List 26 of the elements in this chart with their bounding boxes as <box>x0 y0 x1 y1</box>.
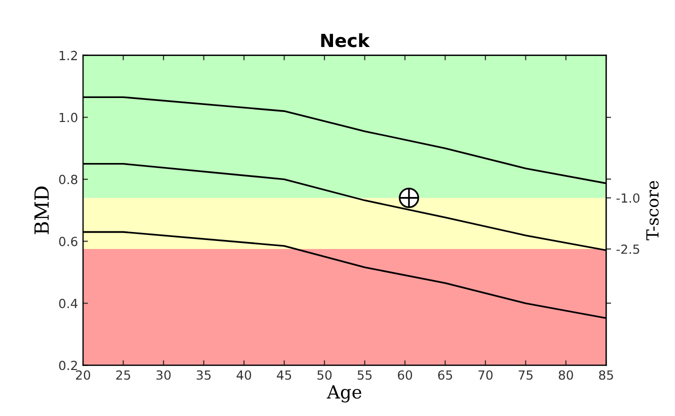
x-tick-label: 60 <box>398 370 412 380</box>
y-tick-label: 0.8 <box>59 174 78 184</box>
x-tick-label: 20 <box>76 370 90 380</box>
y2-axis-title: T-score <box>646 180 659 240</box>
x-tick-label: 75 <box>518 370 533 380</box>
y-tick-label: 0.4 <box>59 298 78 308</box>
x-tick-label: 50 <box>317 370 332 380</box>
y2-tick-label: -2.5 <box>616 244 640 254</box>
y2-tick-label: -1.0 <box>616 193 640 203</box>
x-tick-label: 85 <box>599 370 614 380</box>
x-tick-label: 25 <box>116 370 130 380</box>
y-tick-label: 1.2 <box>60 50 77 60</box>
x-tick-label: 70 <box>478 370 493 380</box>
chart-title: Neck <box>321 33 370 48</box>
x-tick-label: 45 <box>276 370 292 380</box>
x-tick-label: 65 <box>438 370 452 380</box>
x-tick-label: 35 <box>196 370 211 380</box>
x-tick-label: 40 <box>236 370 252 380</box>
x-tick-label: 30 <box>156 370 171 380</box>
x-axis-title: Age <box>326 385 362 402</box>
y-tick-label: 1.0 <box>60 112 78 122</box>
x-tick-label: 80 <box>558 370 574 380</box>
y-tick-label: 0.6 <box>59 236 78 246</box>
y-tick-label: 0.2 <box>59 360 77 370</box>
x-tick-label: 55 <box>358 370 372 380</box>
y-axis-title: BMD <box>34 186 49 234</box>
